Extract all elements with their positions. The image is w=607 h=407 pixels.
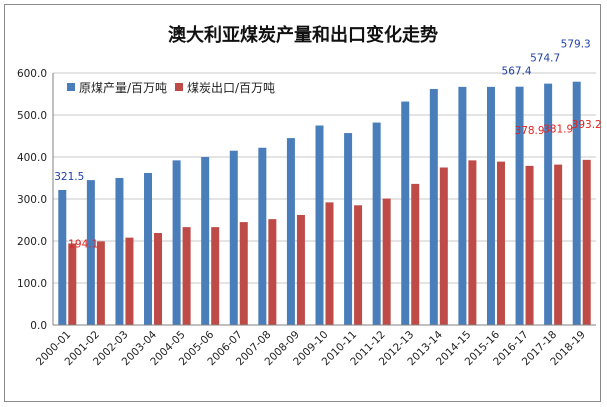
bar-production: [201, 157, 210, 325]
bar-export: [268, 219, 277, 325]
data-label-production: 574.7: [530, 53, 560, 65]
bar-production: [429, 88, 438, 326]
bar-production: [229, 150, 238, 325]
gridlines: [53, 72, 596, 326]
bar-export: [582, 159, 591, 325]
bar-production: [115, 178, 124, 325]
y-tick-label: 500.0: [17, 110, 47, 122]
bar-production: [258, 147, 267, 325]
x-axis: 2000-012001-022002-032003-042004-052005-…: [34, 324, 596, 368]
chart-frame: 澳大利亚煤炭产量和出口变化走势 0.0 100.0 200.0 300.0 400.0 5…: [4, 4, 602, 402]
bar-production: [486, 86, 495, 325]
bar-export: [382, 198, 391, 325]
bar-export: [439, 167, 448, 325]
bar-production: [458, 86, 467, 325]
bar-production: [58, 189, 67, 325]
bar-production: [144, 172, 153, 325]
data-label-production: 321.5: [54, 171, 84, 183]
bar-export: [239, 222, 248, 325]
data-labels: 321.5 194.1 567.4 378.9 574.7 381.9 579.3 393.2: [54, 39, 601, 251]
data-label-export: 381.9: [543, 124, 573, 136]
bar-export: [296, 214, 305, 325]
y-tick-label: 400.0: [17, 152, 47, 164]
bar-production: [344, 133, 353, 325]
data-label-export: 194.1: [68, 238, 98, 250]
legend-label-production: 原煤产量/百万吨: [79, 81, 167, 95]
bar-export: [125, 237, 134, 325]
data-label-production: 579.3: [561, 39, 591, 51]
y-tick-label: 0.0: [30, 320, 47, 332]
y-tick-label: 200.0: [17, 236, 47, 248]
bars: [58, 81, 591, 326]
bar-export: [411, 183, 420, 325]
bar-export: [96, 241, 105, 325]
bar-export: [182, 227, 191, 325]
legend-swatch-production: [67, 83, 75, 91]
data-label-export: 378.9: [515, 125, 545, 137]
bar-export: [496, 161, 505, 325]
bar-production: [86, 180, 95, 325]
bar-export: [525, 165, 534, 325]
bar-export: [468, 160, 477, 325]
bar-production: [172, 160, 181, 325]
y-tick-label: 100.0: [17, 278, 47, 290]
y-tick-label: 300.0: [17, 194, 47, 206]
bar-production: [401, 101, 410, 325]
bar-export: [354, 205, 363, 325]
bar-export: [68, 243, 77, 325]
bar-export: [554, 164, 563, 325]
bar-export: [154, 233, 163, 325]
bar-production: [515, 86, 524, 325]
bar-production: [286, 138, 295, 325]
bar-production: [315, 125, 324, 325]
legend: 原煤产量/百万吨 煤炭出口/百万吨: [67, 81, 275, 95]
legend-swatch-export: [175, 83, 183, 91]
chart-title: 澳大利亚煤炭产量和出口变化走势: [168, 24, 438, 46]
bar-production: [372, 122, 381, 325]
bar-chart: 澳大利亚煤炭产量和出口变化走势 0.0 100.0 200.0 300.0 400.0 5…: [17, 24, 602, 368]
bar-production: [544, 83, 553, 325]
legend-label-export: 煤炭出口/百万吨: [187, 81, 275, 95]
bar-export: [325, 202, 334, 325]
y-axis: 0.0 100.0 200.0 300.0 400.0 500.0 600.0: [17, 68, 54, 332]
y-tick-label: 600.0: [17, 68, 47, 80]
bar-production: [572, 81, 581, 325]
data-label-production: 567.4: [502, 66, 532, 78]
bar-export: [211, 227, 220, 325]
data-label-export: 393.2: [572, 119, 602, 131]
